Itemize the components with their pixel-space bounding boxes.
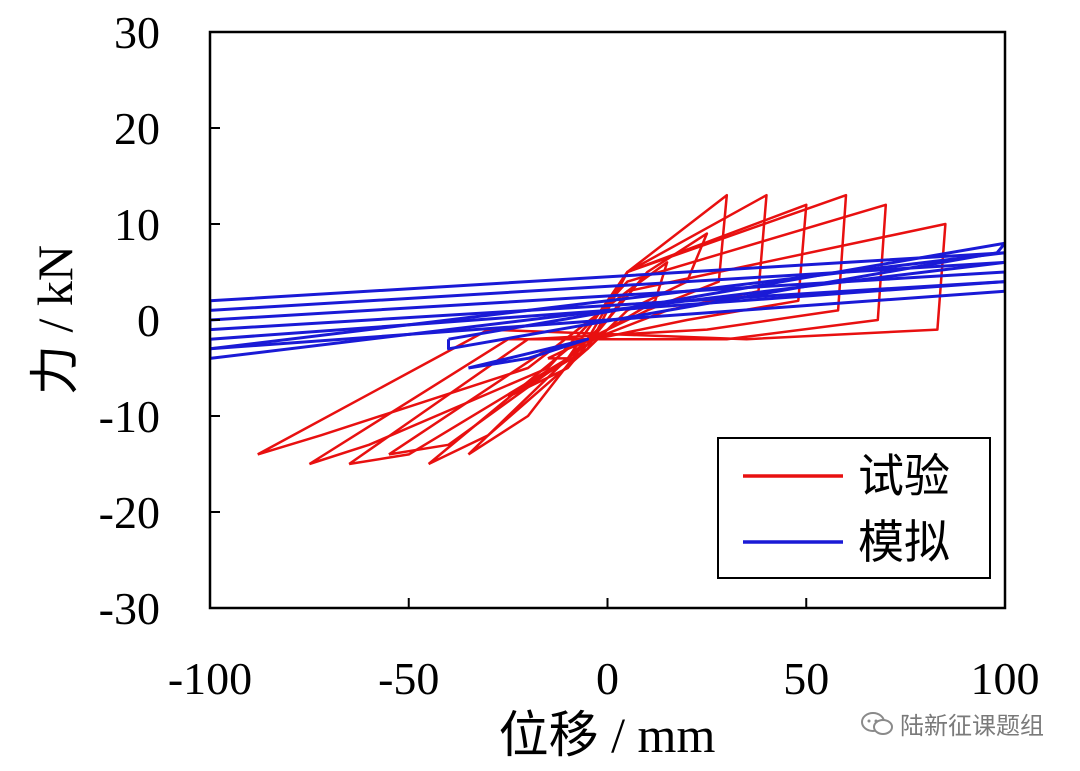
x-tick-label: 0	[596, 653, 619, 704]
wechat-icon	[861, 711, 893, 735]
hysteresis-loop	[210, 270, 1005, 332]
hysteresis-loop	[210, 280, 1005, 351]
hysteresis-loop	[210, 251, 1005, 360]
hysteresis-loop	[257, 222, 947, 456]
hysteresis-loop	[210, 251, 1005, 312]
y-tick-label: -10	[99, 391, 160, 442]
legend-label-sim: 模拟	[858, 517, 950, 568]
y-tick-label: 20	[114, 103, 160, 154]
hysteresis-loop	[348, 193, 848, 466]
x-tick-label: -100	[168, 653, 252, 704]
watermark-text: 陆新征课题组	[900, 712, 1044, 740]
y-tick-label: 10	[114, 199, 160, 250]
hysteresis-loop	[308, 203, 888, 466]
x-axis-title: 位移 / mm	[499, 707, 716, 763]
legend-label-test: 试验	[858, 451, 950, 502]
hysteresis-loop	[467, 193, 729, 456]
x-tick-label: 100	[971, 653, 1040, 704]
hysteresis-loop	[468, 337, 590, 370]
y-axis-title: 力 / kN	[27, 245, 83, 395]
series-test	[257, 193, 947, 466]
y-tick-label: -20	[99, 487, 160, 538]
y-tick-label: -30	[99, 583, 160, 634]
watermark: 陆新征课题组	[860, 706, 1044, 741]
series-sim	[210, 241, 1005, 370]
legend: 试验 模拟	[717, 437, 991, 579]
x-tick-label: -50	[378, 653, 439, 704]
series-layer	[210, 193, 1005, 466]
x-tick-label: 50	[783, 653, 829, 704]
y-tick-label: 30	[114, 7, 160, 58]
y-tick-label: 0	[137, 295, 160, 346]
legend-box	[717, 437, 991, 579]
